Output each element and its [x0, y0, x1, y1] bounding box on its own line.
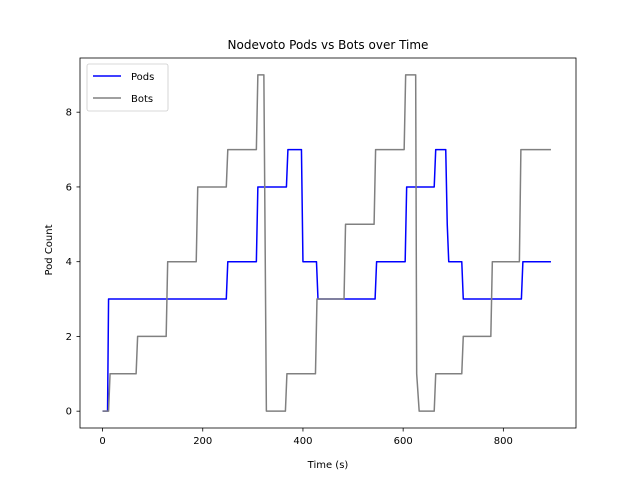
- y-tick-label: 4: [66, 257, 72, 268]
- x-tick-label: 0: [99, 436, 105, 447]
- y-tick-label: 8: [66, 108, 72, 119]
- axes-layer: 0 200 400 600 800 0 2 4 6 8: [66, 57, 577, 447]
- chart-title: Nodevoto Pods vs Bots over Time: [228, 38, 429, 52]
- x-tick-label: 200: [193, 436, 212, 447]
- plot-area: [80, 58, 576, 428]
- series-line-pods: [102, 148, 551, 412]
- plot-background: [80, 58, 576, 428]
- legend: Pods Bots: [86, 63, 169, 112]
- y-tick-label: 2: [66, 332, 72, 343]
- axes-frame: [79, 57, 577, 429]
- series-line-bots: [102, 74, 551, 412]
- x-axis-label: Time (s): [307, 460, 349, 471]
- y-tick-label: 6: [66, 182, 72, 193]
- legend-box: [86, 63, 169, 112]
- x-tick-label: 600: [394, 436, 413, 447]
- x-tick-label: 800: [494, 436, 513, 447]
- y-tick-label: 0: [66, 407, 72, 418]
- y-axis-label: Pod Count: [44, 224, 55, 275]
- legend-label-pods: Pods: [131, 72, 154, 83]
- series-layer: [102, 74, 551, 412]
- legend-label-bots: Bots: [131, 94, 153, 105]
- x-tick-label: 400: [293, 436, 312, 447]
